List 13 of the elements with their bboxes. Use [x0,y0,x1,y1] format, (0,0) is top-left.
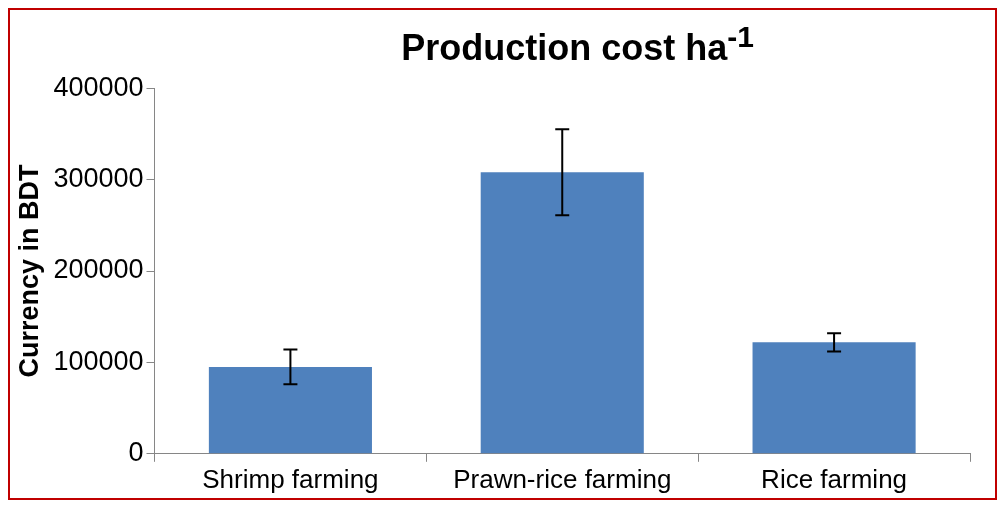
chart-title: Production cost ha$^{-1}$ [400,19,755,69]
y-tick-label: 0 [128,437,144,468]
y-tick-label: 200000 [53,254,144,285]
bar [480,172,644,454]
bar [752,342,916,454]
x-tick-label: Prawn-rice farming [453,463,672,494]
x-tick-label: Shrimp farming [202,463,379,494]
y-tick-label: 400000 [53,71,144,102]
y-axis-title: Currency in BDT [13,163,44,378]
x-tick-label: Rice farming [761,463,908,494]
y-tick-label: 100000 [53,345,144,376]
y-tick-label: 300000 [53,163,144,194]
bar [208,366,372,454]
